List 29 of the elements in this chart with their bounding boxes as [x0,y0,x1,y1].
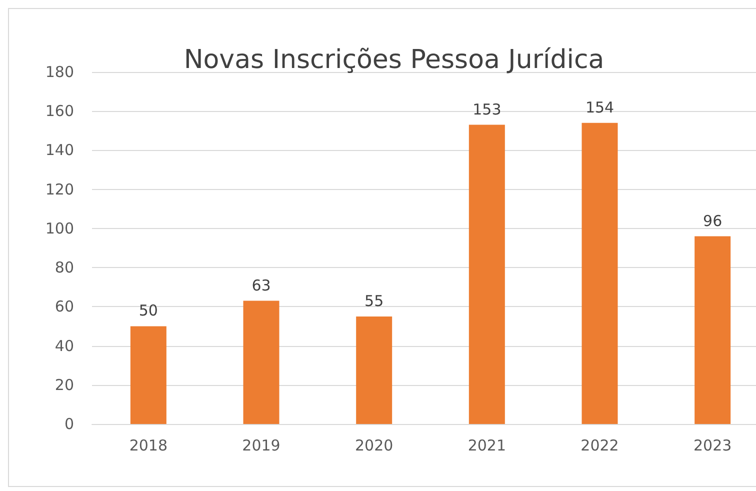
y-tick-label: 0 [64,415,74,433]
bar [356,316,392,424]
y-tick-label: 100 [45,219,74,238]
y-tick-label: 120 [45,180,74,198]
x-tick-label: 2023 [693,436,732,454]
x-tick-label: 2022 [580,436,619,454]
y-tick-label: 140 [45,141,74,160]
data-label: 154 [585,98,614,116]
chart-title: Novas Inscrições Pessoa Jurídica [184,45,604,75]
y-tick-label: 40 [54,336,74,355]
data-label: 63 [252,276,271,294]
y-tick-label: 20 [54,376,74,394]
bar [694,236,731,424]
bar [130,326,166,424]
y-tick-label: 160 [45,102,74,120]
data-label: 153 [472,100,502,118]
x-tick-label: 2019 [242,436,280,454]
y-tick-label: 60 [54,298,74,316]
x-tick-label: 2018 [129,436,168,454]
x-tick-label: 2021 [468,436,506,454]
bar [582,122,618,424]
data-label: 50 [138,302,158,320]
bar [243,300,280,424]
data-label: 96 [703,212,722,230]
y-tick-label: 180 [45,63,74,81]
data-label: 55 [364,292,384,310]
bar [468,124,505,424]
x-tick-label: 2020 [354,436,394,454]
y-tick-label: 80 [54,258,74,277]
